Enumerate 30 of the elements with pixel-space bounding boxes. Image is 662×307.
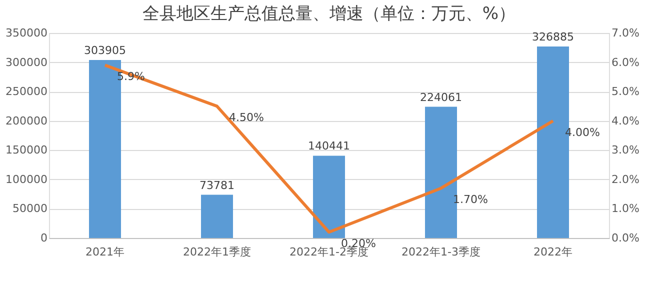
x-tick-label: 2022年1-3季度 <box>402 246 480 258</box>
x-tick-label: 2021年 <box>86 246 124 258</box>
y-tick-label: 250000 <box>6 85 48 98</box>
data-label: 140441 <box>308 140 350 153</box>
x-tick-label: 2022年 <box>534 246 572 258</box>
y-tick-label: 300000 <box>6 56 48 69</box>
y2-tick-label: 2.0% <box>612 172 640 186</box>
line-series <box>104 64 554 234</box>
y2-tick-label: 3.0% <box>612 144 640 157</box>
data-label: 4.50% <box>229 111 264 124</box>
chart-title: 全县地区生产总值总量、增速（单位：万元、%） <box>142 4 516 24</box>
y2-tick-label: 4.0% <box>612 114 640 128</box>
data-label: 303905 <box>84 44 126 57</box>
y-tick-label: 200000 <box>6 114 48 128</box>
y-tick-label: 150000 <box>6 144 48 157</box>
y-tick-label: 50000 <box>12 202 48 216</box>
y2-tick-label: 0.0% <box>612 232 640 244</box>
y-tick-label: 100000 <box>6 172 48 186</box>
bar <box>201 194 233 238</box>
y2-tick-label: 5.0% <box>612 85 640 98</box>
bar <box>313 156 345 238</box>
y-tick-label: 350000 <box>6 26 48 40</box>
data-label: 326885 <box>532 30 574 44</box>
y2-tick-label: 1.0% <box>612 202 640 216</box>
data-label: 73781 <box>200 178 234 192</box>
y2-tick-label: 6.0% <box>612 56 640 69</box>
x-tick-label: 2022年1季度 <box>183 246 251 258</box>
y-tick-label: 0 <box>40 232 48 244</box>
y2-tick-label: 7.0% <box>612 26 640 40</box>
data-label: 224061 <box>420 90 462 104</box>
